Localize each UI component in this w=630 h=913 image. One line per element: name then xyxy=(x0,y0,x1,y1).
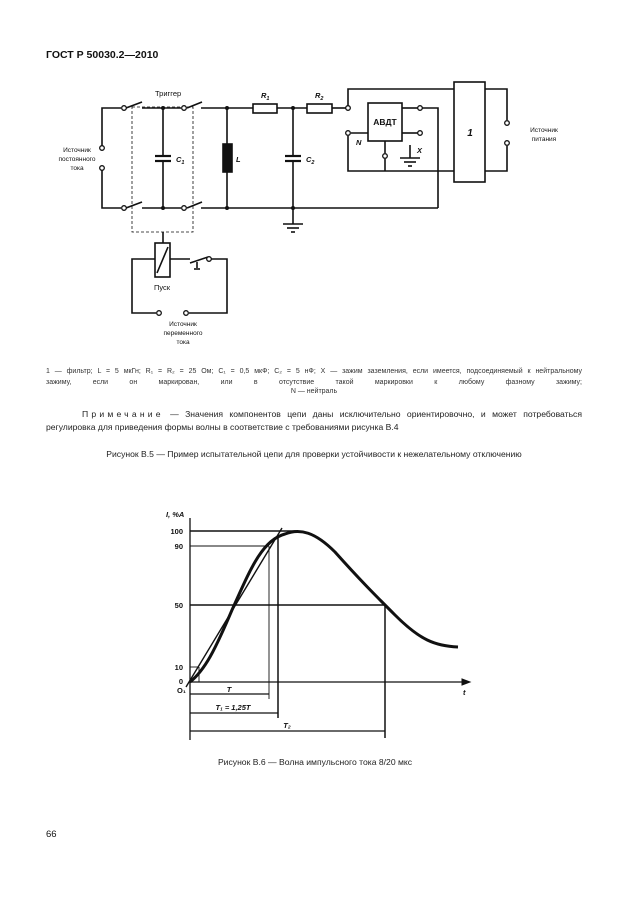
trigger-label: Триггер xyxy=(155,89,181,98)
svg-text:переменного: переменного xyxy=(163,330,202,337)
t2-label: T₂ xyxy=(283,721,291,730)
rcd-label: АВДТ xyxy=(373,117,397,127)
neutral-label: N xyxy=(356,138,362,147)
c2-label: C2 xyxy=(306,155,314,166)
ytick-10: 10 xyxy=(175,663,183,672)
ac-source-label: Источник xyxy=(169,321,197,328)
c1-label: C1 xyxy=(176,155,184,166)
l-label: L xyxy=(236,155,241,164)
inductor-l xyxy=(222,143,233,173)
page-number: 66 xyxy=(46,829,57,840)
ytick-50: 50 xyxy=(175,601,183,610)
dc-source-label: Источник xyxy=(63,147,91,154)
ground-icon xyxy=(283,223,303,233)
filter-block xyxy=(453,81,486,183)
resistor-r2 xyxy=(306,103,333,114)
figure-b5-caption: Рисунок В.5 — Пример испытательной цепи … xyxy=(106,449,522,459)
wire xyxy=(101,107,121,146)
trigger-switch xyxy=(125,101,143,109)
t1-label: T₁ = 1,25T xyxy=(216,703,252,712)
ytick-0: 0 xyxy=(179,677,183,686)
trigger-switch xyxy=(186,201,203,209)
y-axis-label: I, %A xyxy=(166,510,184,519)
figure-b6-caption: Рисунок В.6 — Волна импульсного тока 8/2… xyxy=(217,757,413,767)
wire xyxy=(101,170,121,209)
ground-x-label: X xyxy=(416,146,423,155)
test-circuit-diagram: Триггер Источник постоянного тока C1 L C… xyxy=(58,81,558,346)
svg-text:питания: питания xyxy=(532,136,557,143)
terminal-circles xyxy=(99,105,510,316)
trigger-switch xyxy=(125,201,143,209)
x-axis-label: t xyxy=(463,688,466,697)
svg-text:тока: тока xyxy=(176,339,190,346)
ground-icon xyxy=(400,145,420,167)
origin-label: O₁ xyxy=(177,686,186,695)
note-paragraph: Примечание — Значения компонентов цепи д… xyxy=(46,409,582,432)
filter-label: 1 xyxy=(467,128,473,139)
r2-label: R2 xyxy=(315,91,323,102)
start-switch xyxy=(189,256,209,264)
document-header: ГОСТ Р 50030.2—2010 xyxy=(46,49,159,61)
impulse-waveform-diagram: I, %A 100 90 50 10 0 O₁ t T T₁ = 1,25T T… xyxy=(166,510,472,740)
relay-coil xyxy=(154,242,171,278)
ytick-90: 90 xyxy=(175,542,183,551)
power-source-label: Источник xyxy=(530,127,558,134)
ytick-100: 100 xyxy=(170,527,183,536)
figure-legend: 1 — фильтр; L = 5 мкГн; R₁ = R₂ = 25 Ом;… xyxy=(46,368,582,386)
start-label: Пуск xyxy=(154,283,171,292)
r1-label: R1 xyxy=(261,91,269,102)
figure-legend-neutral: N — нейтраль xyxy=(290,388,338,395)
svg-text:постоянного: постоянного xyxy=(58,156,95,163)
t-label: T xyxy=(227,685,233,694)
resistor-r1 xyxy=(252,103,278,114)
impulse-curve xyxy=(189,529,459,684)
svg-text:тока: тока xyxy=(70,165,84,172)
